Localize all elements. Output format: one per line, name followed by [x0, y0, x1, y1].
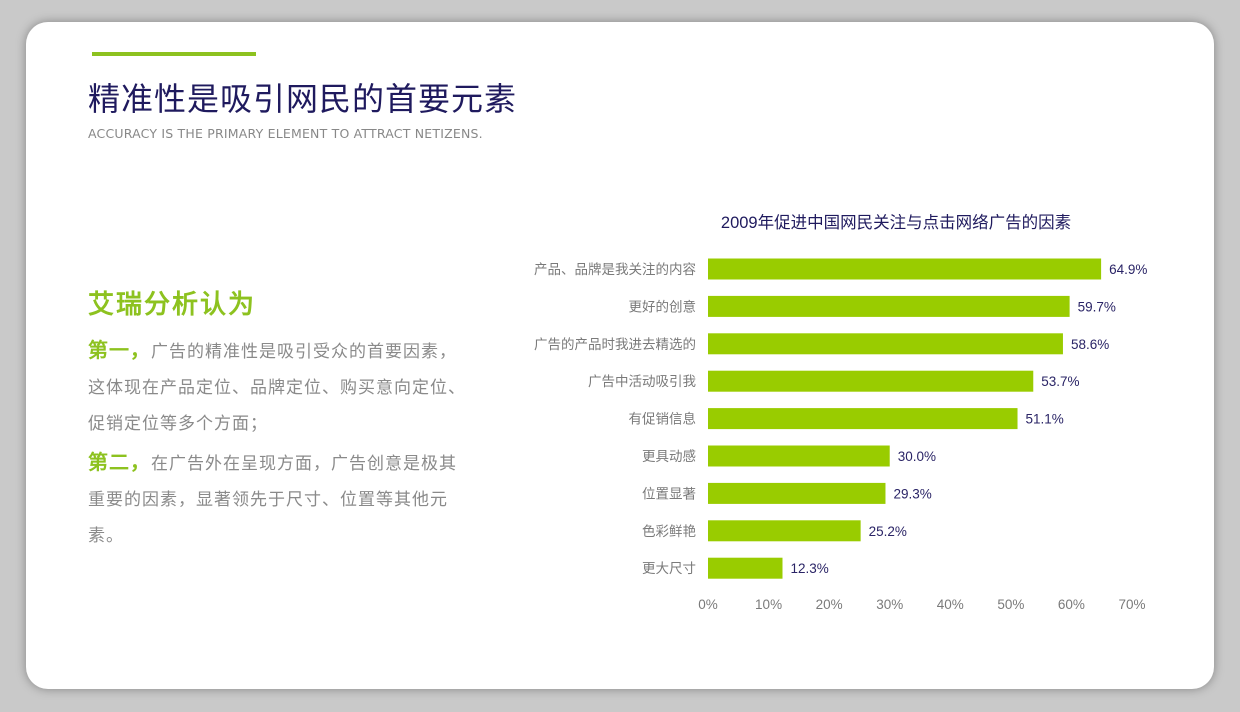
- value-label-2: 58.6%: [1071, 337, 1109, 352]
- value-label-6: 29.3%: [893, 486, 931, 501]
- bar-7: [708, 520, 861, 542]
- title-accent-line: [92, 52, 256, 56]
- analysis-heading: 艾瑞分析认为: [88, 290, 257, 320]
- x-tick-label-2: 20%: [816, 597, 843, 612]
- x-tick-label-6: 60%: [1058, 597, 1085, 612]
- bar-1: [708, 295, 1070, 317]
- x-tick-label-7: 70%: [1118, 597, 1145, 612]
- x-tick-label-0: 0%: [698, 597, 718, 612]
- category-label-0: 产品、品牌是我关注的内容: [534, 261, 696, 277]
- bar-6: [708, 482, 886, 504]
- value-label-8: 12.3%: [791, 561, 829, 576]
- bar-2: [708, 333, 1063, 355]
- point-1-lead: 第一，: [88, 338, 151, 362]
- x-tick-label-3: 30%: [876, 597, 903, 612]
- category-label-1: 更好的创意: [629, 298, 697, 314]
- analysis-point-1: 第一，广告的精准性是吸引受众的首要因素，这体现在产品定位、品牌定位、购买意向定位…: [88, 332, 468, 442]
- value-label-4: 51.1%: [1026, 412, 1064, 427]
- bar-5: [708, 445, 890, 467]
- value-label-5: 30.0%: [898, 449, 936, 464]
- x-tick-label-4: 40%: [937, 597, 964, 612]
- value-label-0: 64.9%: [1109, 262, 1147, 277]
- page-title: 精准性是吸引网民的首要元素: [88, 80, 518, 118]
- value-label-3: 53.7%: [1041, 374, 1079, 389]
- category-label-4: 有促销信息: [629, 411, 697, 427]
- bar-0: [708, 258, 1102, 280]
- bar-8: [708, 557, 783, 579]
- value-label-1: 59.7%: [1078, 299, 1116, 314]
- slide: 精准性是吸引网民的首要元素 ACCURACY IS THE PRIMARY EL…: [26, 22, 1214, 689]
- category-label-3: 广告中活动吸引我: [588, 374, 696, 389]
- category-label-8: 更大尺寸: [642, 561, 696, 576]
- point-1-text: 广告的精准性是吸引受众的首要因素，这体现在产品定位、品牌定位、购买意向定位、促销…: [88, 342, 466, 434]
- category-label-7: 色彩鲜艳: [642, 523, 696, 539]
- value-label-7: 25.2%: [869, 524, 907, 539]
- page-subtitle: ACCURACY IS THE PRIMARY ELEMENT TO ATTRA…: [88, 126, 483, 141]
- chart-title: 2009年促进中国网民关注与点击网络广告的因素: [721, 213, 1071, 232]
- analysis-point-2: 第二，在广告外在呈现方面，广告创意是极其重要的因素，显著领先于尺寸、位置等其他元…: [88, 444, 468, 554]
- bar-chart: 2009年促进中国网民关注与点击网络广告的因素 产品、品牌是我关注的内容 64.9…: [534, 213, 1147, 612]
- x-tick-label-1: 10%: [755, 597, 782, 612]
- point-2-lead: 第二，: [88, 450, 151, 474]
- bar-3: [708, 370, 1034, 392]
- bar-4: [708, 408, 1018, 430]
- category-label-2: 广告的产品时我进去精选的: [534, 337, 696, 352]
- point-2-text: 在广告外在呈现方面，广告创意是极其重要的因素，显著领先于尺寸、位置等其他元素。: [88, 454, 457, 546]
- category-label-6: 位置显著: [642, 486, 696, 501]
- x-tick-label-5: 50%: [997, 597, 1024, 612]
- category-label-5: 更具动感: [642, 448, 696, 464]
